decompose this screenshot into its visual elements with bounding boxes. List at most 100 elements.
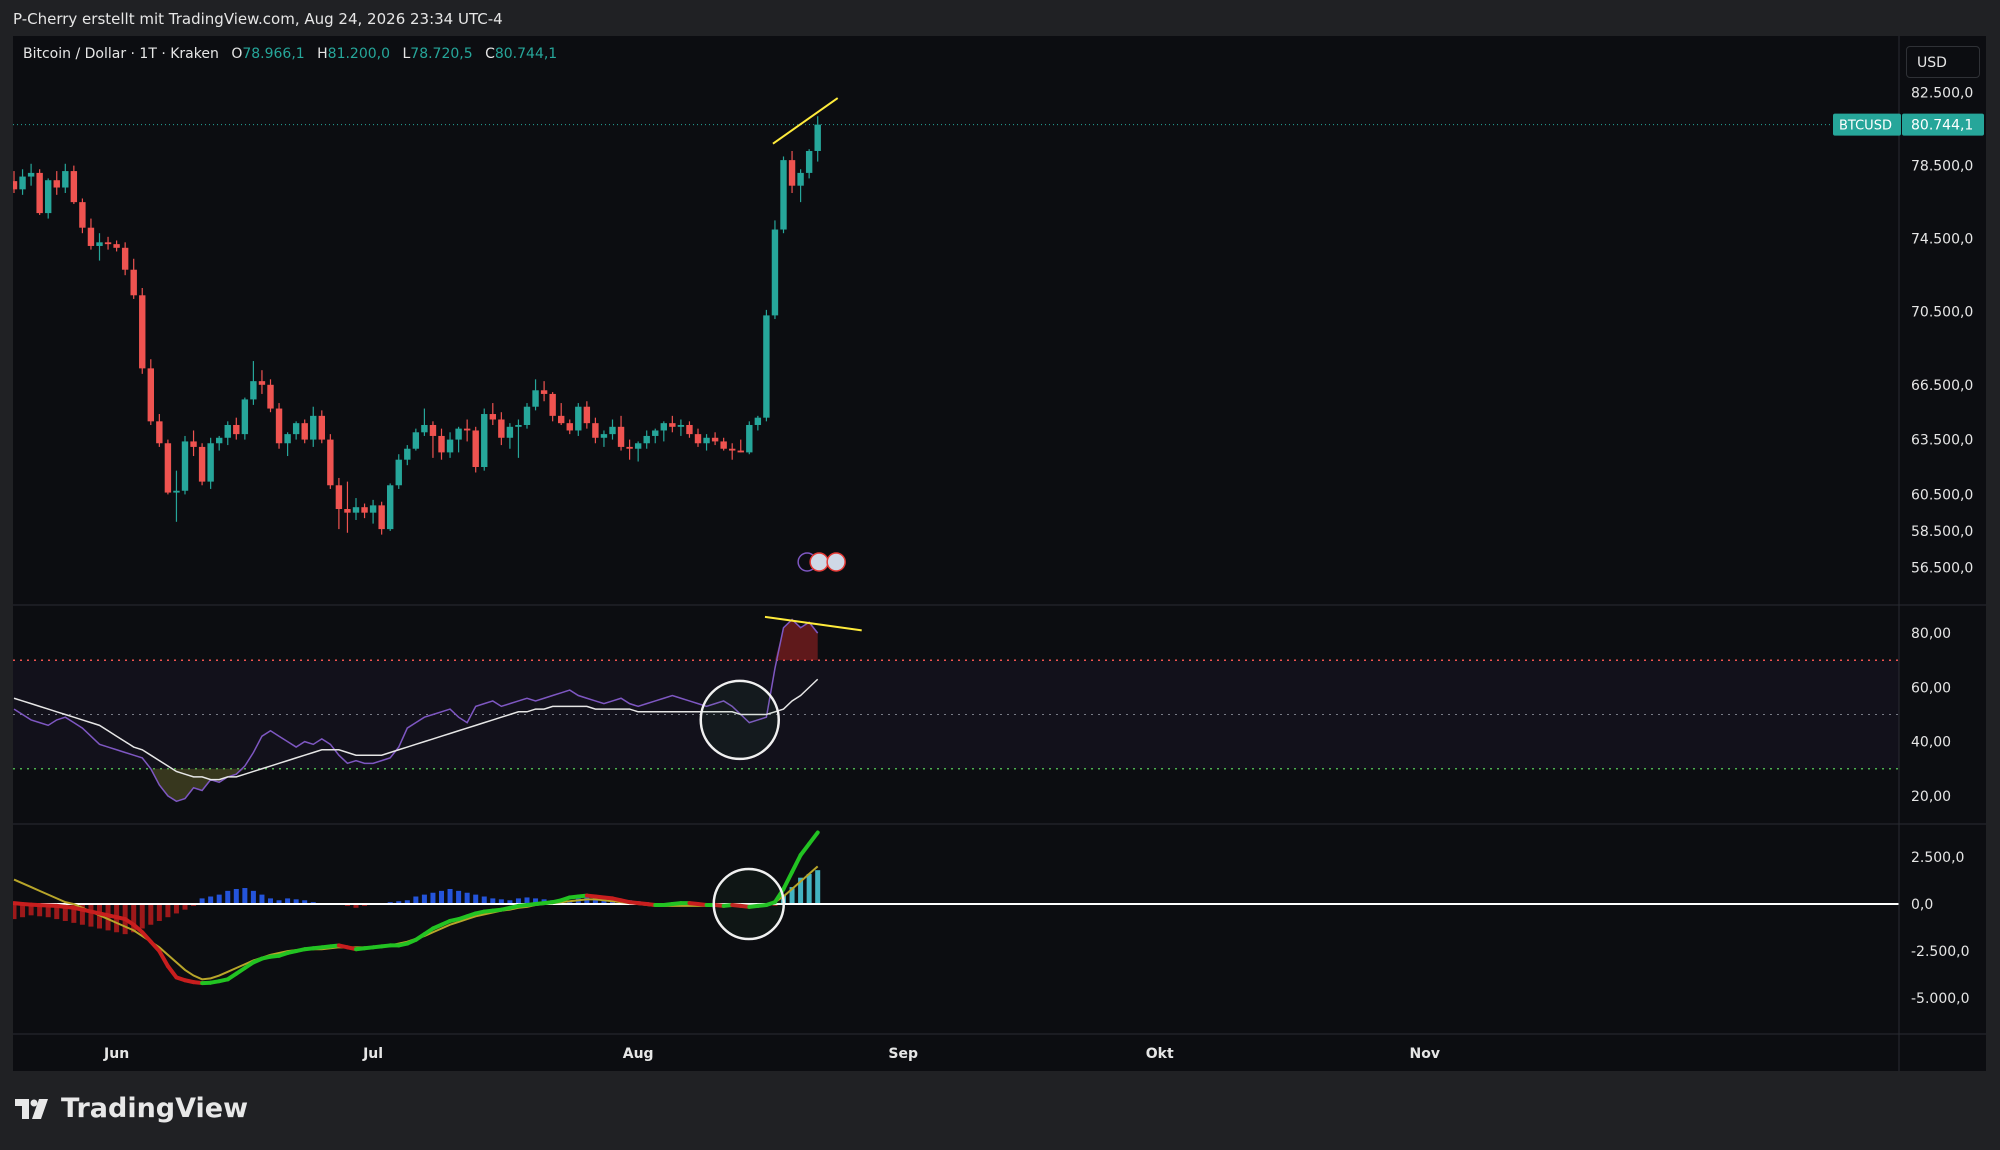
high-label: H — [317, 46, 328, 62]
macd-histogram-bar — [45, 904, 51, 918]
macd-histogram-bar — [37, 904, 43, 917]
macd-line-segment — [148, 939, 162, 954]
currency-button[interactable]: USD — [1906, 46, 1980, 78]
price-axis-label: 82.500,0 — [1911, 86, 1973, 102]
candle-up — [532, 390, 539, 407]
macd-histogram-bar — [88, 904, 94, 927]
candle-up — [216, 437, 223, 444]
macd-line-segment — [781, 870, 795, 891]
candle-up — [241, 399, 249, 435]
tradingview-logo-icon — [15, 1098, 48, 1119]
candle-down — [156, 421, 163, 444]
price-tag-value — [1902, 113, 1984, 136]
macd-line-segment — [140, 930, 153, 944]
macd-histogram-bar — [490, 898, 496, 905]
open-value: 78.966,1 — [242, 46, 305, 62]
candle-down — [87, 227, 95, 246]
candle-up — [207, 443, 214, 482]
tradingview-logo[interactable]: TradingView — [15, 1093, 248, 1124]
candle-up — [771, 229, 779, 316]
axes: 82.500,0 78.500,0 74.500,0 70.500,0 66.500,0… — [13, 36, 1986, 1071]
candle-down — [79, 202, 86, 228]
attribution-text: P-Cherry erstellt mit TradingView.com, A… — [13, 10, 503, 28]
candle-down — [540, 390, 548, 394]
price-tag-symbol-text: BTCUSD — [1839, 119, 1892, 134]
candle-down — [694, 434, 702, 444]
candle-down — [788, 160, 796, 186]
candle-down — [566, 423, 573, 431]
rsi-oversold-fill — [14, 768, 818, 802]
candle-down — [669, 423, 676, 427]
open-label: O — [231, 46, 243, 62]
price-axis-label: 58.500,0 — [1911, 524, 1973, 540]
macd-histogram-bar — [353, 904, 359, 908]
symbol-name[interactable]: Bitcoin / Dollar · 1T · Kraken — [23, 46, 219, 62]
highlight-circle — [699, 679, 780, 761]
candle-up — [780, 160, 787, 230]
time-axis-label: Aug — [623, 1046, 654, 1062]
close-value: 80.744,1 — [494, 46, 558, 62]
macd-histogram-bar — [268, 898, 273, 905]
candle-down — [275, 408, 283, 444]
price-tag-symbol — [1833, 113, 1901, 136]
candle-down — [130, 269, 137, 296]
candle-up — [797, 172, 804, 186]
candle-up — [369, 505, 377, 513]
rsi-axis-label: 80,00 — [1911, 626, 1951, 642]
candle-up — [292, 423, 300, 435]
candle-down — [164, 443, 172, 493]
candle-down — [53, 180, 60, 188]
candle-down — [361, 507, 368, 513]
rsi-pane — [13, 615, 1899, 803]
candle-down — [147, 368, 154, 422]
candle-down — [438, 435, 445, 453]
candle-down — [121, 247, 129, 270]
macd-pane — [13, 830, 1899, 986]
macd-histogram-bar — [413, 896, 419, 905]
candle-up — [284, 434, 291, 444]
low-value: 78.720,5 — [410, 46, 473, 62]
chart-canvas[interactable]: 82.500,0 78.500,0 74.500,0 70.500,0 66.500,0… — [13, 36, 1986, 1071]
candle-down — [13, 181, 18, 190]
candle-down — [686, 424, 693, 435]
candle-down — [190, 441, 197, 447]
candle-up — [703, 437, 710, 444]
macd-histogram-bar — [173, 904, 179, 914]
candle-down — [498, 419, 505, 438]
price-axis-label: 60.500,0 — [1911, 487, 1973, 503]
candle-down — [558, 415, 565, 424]
candle-up — [96, 242, 103, 246]
symbol-legend[interactable]: Bitcoin / Dollar · 1T · Kraken O78.966,1… — [23, 46, 557, 62]
macd-histogram-bar — [71, 904, 77, 923]
price-axis-label: 70.500,0 — [1911, 305, 1973, 321]
rsi-axis-label: 20,00 — [1911, 789, 1951, 805]
macd-histogram-bar — [439, 890, 444, 905]
candle-up — [805, 150, 813, 173]
rsi-overbought-fill — [14, 619, 818, 661]
candle-down — [711, 437, 719, 442]
candle-down — [113, 244, 120, 248]
candle-up — [19, 176, 26, 190]
macd-histogram-bar — [302, 900, 308, 905]
macd-histogram-bar — [208, 896, 214, 905]
candle-up — [224, 424, 231, 438]
rsi-line — [13, 618, 819, 803]
chart-area[interactable]: 82.500,0 78.500,0 74.500,0 70.500,0 66.500,0… — [13, 36, 1986, 1071]
rsi-trendline — [764, 615, 862, 632]
tradingview-brand: TradingView — [61, 1093, 249, 1124]
price-axis-label: 66.500,0 — [1911, 378, 1973, 394]
macd-axis-label: -2.500,0 — [1911, 944, 1970, 960]
candle-down — [729, 448, 736, 451]
macd-histogram-bar — [285, 898, 291, 905]
candle-up — [250, 381, 257, 400]
candle-down — [617, 426, 625, 447]
highlight-circle — [712, 867, 785, 941]
candle-down — [198, 446, 206, 482]
macd-histogram-bar — [533, 898, 539, 905]
candle-up — [404, 448, 411, 460]
time-axis-label: Jul — [362, 1046, 383, 1062]
macd-histogram-bar — [259, 894, 265, 905]
candle-down — [583, 406, 591, 424]
macd-line-segment — [790, 853, 803, 875]
rsi-band — [13, 660, 1899, 769]
